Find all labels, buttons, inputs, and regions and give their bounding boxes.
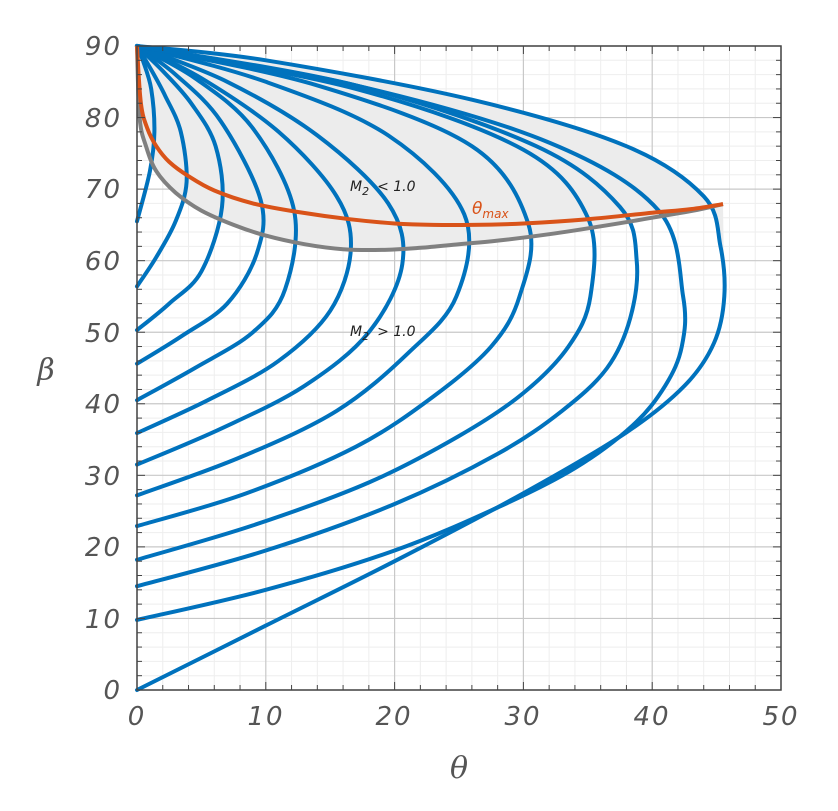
plot-frame: [136, 45, 782, 691]
y-tick-label: 0: [103, 676, 122, 706]
x-tick-label: 20: [375, 702, 412, 732]
shock-polar-line-3: [135, 44, 225, 333]
axis-ticks: [136, 45, 782, 691]
annotation-theta-max: θmax: [472, 199, 509, 221]
series-group: [135, 44, 727, 692]
x-tick-labels: 0 10 20 30 40 50: [128, 702, 799, 732]
shock-polar-line-4: [135, 44, 266, 366]
shock-polar-line-8: [135, 44, 472, 498]
shock-polar-line-2: [135, 44, 189, 289]
y-tick-label: 50: [85, 319, 122, 349]
y-axis-label: β: [36, 353, 54, 388]
shock-polar-line-1: [135, 44, 157, 224]
annotation-supersonic: M2 > 1.0: [350, 324, 416, 343]
y-tick-label: 30: [85, 462, 122, 492]
y-tick-label: 70: [85, 175, 122, 205]
shock-polar-line-12: [135, 44, 688, 622]
y-tick-label: 10: [85, 605, 122, 635]
x-tick-label: 50: [762, 702, 799, 732]
x-axis-label: θ: [450, 751, 468, 786]
x-tick-label: 40: [633, 702, 670, 732]
y-tick-label: 40: [85, 390, 122, 420]
shock-polar-line-11: [135, 44, 640, 589]
y-tick-label: 90: [85, 32, 122, 62]
y-tick-labels: 0 10 20 30 40 50 60 70 80 90: [85, 32, 122, 706]
y-tick-label: 60: [85, 247, 122, 277]
shock-polar-line-10: [135, 44, 597, 562]
x-tick-label: 30: [504, 702, 541, 732]
shock-polar-line-9: [135, 44, 534, 529]
y-tick-label: 80: [85, 104, 122, 134]
theta-max-curve: [135, 45, 724, 228]
y-tick-label: 20: [85, 533, 122, 563]
x-tick-label: 10: [247, 702, 284, 732]
x-tick-label: 0: [128, 702, 147, 732]
sonic-curve: [135, 45, 724, 253]
shock-polar-line-7: [135, 44, 406, 467]
shock-polar-line-13: [135, 44, 727, 692]
annotation-subsonic: M2 < 1.0: [350, 179, 416, 198]
